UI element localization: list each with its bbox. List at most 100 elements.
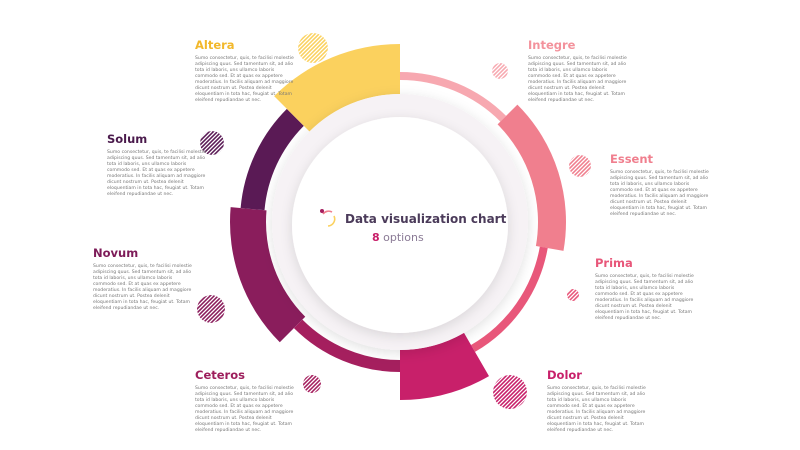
option-text: Sumo consectetur, quis, te facilisi mole… <box>195 386 294 433</box>
inner-disc <box>292 117 508 333</box>
center-icon <box>320 209 336 227</box>
stripe <box>493 375 514 409</box>
stripe <box>298 33 319 63</box>
option-text: Sumo consectetur, quis, te facilisi mole… <box>595 274 694 321</box>
stripe <box>197 295 218 323</box>
ring-segment <box>400 332 489 400</box>
ring-segment <box>293 319 400 372</box>
option-text: Sumo consectetur, quis, te facilisi mole… <box>610 170 709 217</box>
stripe <box>569 155 586 177</box>
unit: options <box>383 231 424 244</box>
option-label: Dolor <box>547 368 582 382</box>
option-block: Dolor Sumo consectetur, quis, te facilisi… <box>547 368 647 434</box>
stripe <box>493 375 510 409</box>
stripe <box>574 289 579 301</box>
stripe <box>307 33 328 63</box>
option-label: Altera <box>195 38 235 52</box>
stripe <box>567 289 568 301</box>
stripe <box>582 155 591 177</box>
ring-segment <box>240 108 304 211</box>
option-label: Integre <box>528 38 576 52</box>
option-block: Essent Sumo consectetur, quis, te facilis… <box>610 152 710 218</box>
option-label: Novum <box>93 246 139 260</box>
stripe <box>211 131 224 155</box>
stripe <box>303 33 328 63</box>
stripe <box>200 131 224 155</box>
stripe <box>197 295 210 323</box>
ring-segment <box>497 104 566 251</box>
striped-circle <box>567 289 579 301</box>
option-label: Ceteros <box>195 368 245 382</box>
stripe <box>220 295 225 323</box>
stripe <box>298 33 311 63</box>
stripe <box>492 63 501 79</box>
stripe <box>212 295 225 323</box>
option-label: Prima <box>595 256 633 270</box>
stripe <box>200 131 213 155</box>
circle <box>298 33 328 63</box>
stripe <box>298 33 323 63</box>
option-block: Altera Sumo consectetur, quis, te facilis… <box>195 38 295 104</box>
stripe <box>498 375 527 409</box>
stripe <box>493 375 522 409</box>
stripe <box>493 375 506 409</box>
stripe <box>510 375 527 409</box>
ring <box>229 44 566 400</box>
stripe <box>570 289 579 301</box>
stripe <box>315 33 328 63</box>
option-block: Novum Sumo consectetur, quis, te facilisi… <box>93 246 193 312</box>
stripe <box>567 289 576 301</box>
circle <box>569 155 591 177</box>
stripe <box>303 375 316 393</box>
stripe <box>514 375 527 409</box>
stripe <box>495 63 508 79</box>
stripe <box>298 33 315 63</box>
option-block: Solum Sumo consectetur, quis, te facilisi… <box>107 132 207 198</box>
option-block: Prima Sumo consectetur, quis, te facilisi… <box>595 256 695 322</box>
count: 8 <box>372 231 380 244</box>
option-block: Integre Sumo consectetur, quis, te facili… <box>528 38 628 104</box>
stripe <box>567 289 579 301</box>
option-text: Sumo consectetur, quis, te facilisi mole… <box>195 56 294 103</box>
stripe <box>207 131 224 155</box>
stripe <box>574 155 591 177</box>
striped-circle <box>492 63 508 79</box>
stripe <box>197 295 225 323</box>
option-text: Sumo consectetur, quis, te facilisi mole… <box>528 56 627 103</box>
stripe <box>502 375 527 409</box>
decor <box>197 33 591 409</box>
option-block: Ceteros Sumo consectetur, quis, te facili… <box>195 368 295 434</box>
center-title: Data visualization chart <box>345 212 507 226</box>
ring-segment <box>274 44 400 132</box>
stripe <box>311 33 328 63</box>
stripe <box>492 63 505 79</box>
stripe <box>492 63 493 79</box>
option-label: Essent <box>610 152 654 166</box>
stripe <box>197 295 214 323</box>
stripe <box>208 295 225 323</box>
ring-segment <box>471 246 548 352</box>
stripe <box>303 375 312 393</box>
stripe <box>200 131 217 155</box>
option-text: Sumo consectetur, quis, te facilisi mole… <box>547 386 646 433</box>
stripe <box>492 63 508 79</box>
striped-circle <box>200 131 224 155</box>
stripe <box>215 131 224 155</box>
center-subtitle: 8 options <box>372 231 424 244</box>
stripe <box>200 131 221 155</box>
option-text: Sumo consectetur, quis, te facilisi mole… <box>93 264 192 311</box>
circle <box>493 375 527 409</box>
stripe <box>493 375 518 409</box>
option-label: Solum <box>107 132 148 146</box>
stripe <box>578 155 591 177</box>
stripe <box>569 155 582 177</box>
stripe <box>567 289 572 301</box>
stripe <box>506 375 527 409</box>
option-text: Sumo consectetur, quis, te facilisi mole… <box>107 150 206 197</box>
stripe <box>312 375 321 393</box>
ring-segment <box>400 72 507 122</box>
stripe <box>308 375 321 393</box>
stripe <box>203 131 224 155</box>
